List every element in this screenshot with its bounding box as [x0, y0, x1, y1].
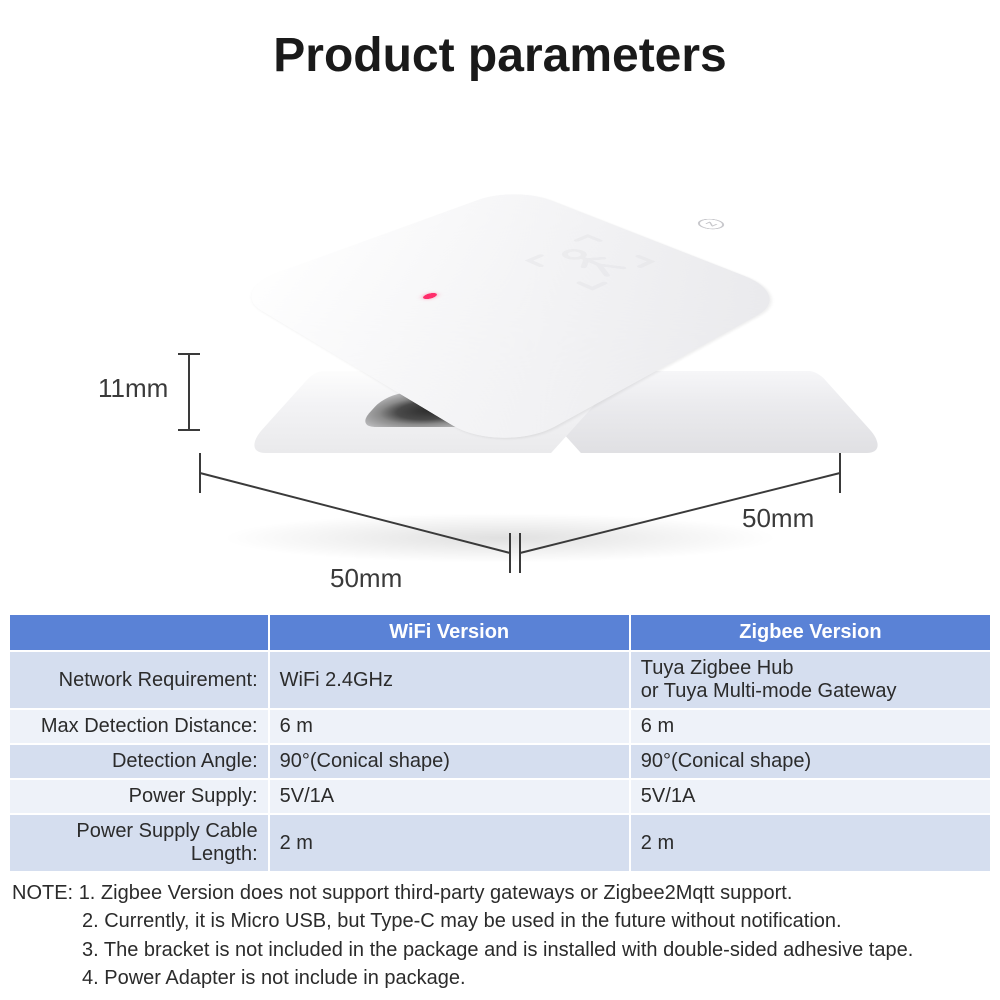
- note-line-1: NOTE: 1. Zigbee Version does not support…: [12, 879, 988, 907]
- row-wifi-value: 6 m: [269, 709, 630, 744]
- z-badge-text: Z: [702, 220, 720, 227]
- table-row: Detection Angle:90°(Conical shape)90°(Co…: [9, 744, 991, 779]
- row-label: Detection Angle:: [9, 744, 269, 779]
- table-header-zigbee: Zigbee Version: [630, 614, 991, 651]
- page-title: Product parameters: [0, 0, 1000, 83]
- dim-height-cap-bot: [178, 429, 200, 431]
- note-item-2: 2. Currently, it is Micro USB, but Type-…: [12, 907, 988, 935]
- device-3d: Z: [300, 183, 730, 443]
- row-zigbee-value: 90°(Conical shape): [630, 744, 991, 779]
- row-zigbee-value: 6 m: [630, 709, 991, 744]
- row-wifi-value: 5V/1A: [269, 779, 630, 814]
- table-header-row: WiFi Version Zigbee Version: [9, 614, 991, 651]
- note-item-3: 3. The bracket is not included in the pa…: [12, 936, 988, 964]
- table-row: Power Supply:5V/1A5V/1A: [9, 779, 991, 814]
- row-wifi-value: 2 m: [269, 814, 630, 872]
- dim-height-cap-top: [178, 353, 200, 355]
- row-zigbee-value: Tuya Zigbee Hubor Tuya Multi-mode Gatewa…: [630, 651, 991, 709]
- row-zigbee-value: 2 m: [630, 814, 991, 872]
- table-row: Power Supply Cable Length:2 m2 m: [9, 814, 991, 872]
- row-label: Network Requirement:: [9, 651, 269, 709]
- spec-table: WiFi Version Zigbee Version Network Requ…: [8, 613, 992, 873]
- row-label: Max Detection Distance:: [9, 709, 269, 744]
- z-badge-icon: Z: [693, 217, 730, 232]
- table-header-blank: [9, 614, 269, 651]
- dim-height-label: 11mm: [98, 373, 168, 404]
- note-lead: NOTE:: [12, 882, 73, 904]
- row-label: Power Supply:: [9, 779, 269, 814]
- note-item-4: 4. Power Adapter is not include in packa…: [12, 964, 988, 992]
- dim-width-line: [180, 443, 540, 603]
- row-wifi-value: 90°(Conical shape): [269, 744, 630, 779]
- note-item-1: 1. Zigbee Version does not support third…: [79, 882, 793, 904]
- notes-block: NOTE: 1. Zigbee Version does not support…: [0, 873, 1000, 993]
- product-illustration: Z 11mm 50mm 50mm: [0, 83, 1000, 613]
- dim-depth-line: [510, 443, 870, 603]
- table-row: Network Requirement:WiFi 2.4GHzTuya Zigb…: [9, 651, 991, 709]
- table-row: Max Detection Distance:6 m6 m: [9, 709, 991, 744]
- table-header-wifi: WiFi Version: [269, 614, 630, 651]
- dim-height-line: [188, 353, 190, 431]
- row-wifi-value: WiFi 2.4GHz: [269, 651, 630, 709]
- row-label: Power Supply Cable Length:: [9, 814, 269, 872]
- row-zigbee-value: 5V/1A: [630, 779, 991, 814]
